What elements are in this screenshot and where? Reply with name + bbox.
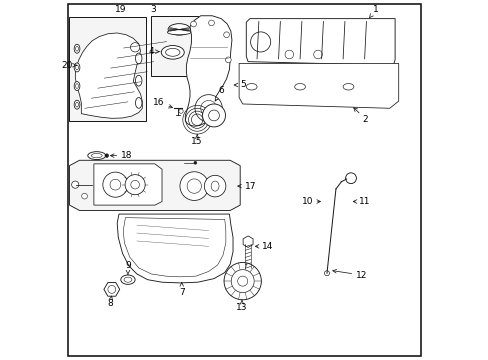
Ellipse shape [76, 46, 78, 51]
Text: 14: 14 [255, 242, 272, 251]
Ellipse shape [76, 65, 78, 70]
Circle shape [345, 173, 356, 184]
Ellipse shape [165, 48, 180, 56]
Circle shape [125, 175, 145, 195]
Circle shape [81, 193, 87, 199]
Ellipse shape [211, 181, 219, 191]
FancyBboxPatch shape [69, 17, 145, 121]
Text: 18: 18 [110, 151, 132, 160]
Ellipse shape [88, 152, 105, 159]
Circle shape [131, 180, 139, 189]
Ellipse shape [121, 275, 135, 284]
Text: 20: 20 [61, 61, 77, 70]
Circle shape [285, 50, 293, 59]
Polygon shape [75, 33, 142, 118]
FancyBboxPatch shape [151, 16, 198, 76]
Circle shape [180, 172, 208, 201]
Text: 10: 10 [301, 197, 320, 206]
Text: 15: 15 [191, 134, 203, 146]
Text: 11: 11 [352, 197, 370, 206]
Circle shape [224, 262, 261, 300]
Ellipse shape [135, 53, 142, 64]
Ellipse shape [294, 84, 305, 90]
Circle shape [72, 181, 79, 188]
Circle shape [231, 270, 254, 293]
Circle shape [250, 32, 270, 52]
Text: 1: 1 [368, 5, 378, 18]
Ellipse shape [246, 84, 257, 90]
Circle shape [223, 32, 229, 38]
Text: 13: 13 [236, 300, 247, 312]
Circle shape [201, 100, 216, 116]
Circle shape [194, 161, 196, 164]
Text: 9: 9 [125, 261, 131, 275]
Text: 5: 5 [234, 81, 245, 90]
Circle shape [208, 20, 214, 26]
Text: 2: 2 [353, 108, 368, 124]
Ellipse shape [74, 44, 80, 53]
Circle shape [190, 21, 196, 27]
Circle shape [105, 154, 108, 157]
Text: 16: 16 [153, 98, 172, 108]
Ellipse shape [167, 30, 191, 35]
Text: 19: 19 [115, 5, 126, 14]
Ellipse shape [76, 84, 78, 88]
Ellipse shape [135, 75, 142, 86]
Circle shape [324, 271, 329, 276]
Polygon shape [246, 19, 394, 65]
Ellipse shape [124, 277, 132, 282]
Circle shape [110, 179, 121, 190]
Circle shape [237, 276, 247, 286]
Circle shape [202, 104, 225, 127]
Text: 12: 12 [332, 270, 366, 279]
Circle shape [187, 179, 201, 193]
Ellipse shape [91, 153, 102, 158]
Ellipse shape [76, 102, 78, 107]
Polygon shape [185, 16, 231, 126]
Text: 4: 4 [148, 47, 159, 56]
Ellipse shape [161, 45, 184, 59]
Circle shape [108, 285, 116, 293]
Circle shape [225, 57, 231, 63]
Ellipse shape [74, 63, 80, 72]
Circle shape [313, 50, 322, 59]
Ellipse shape [74, 100, 80, 109]
Text: 8: 8 [107, 296, 113, 308]
Ellipse shape [135, 98, 142, 108]
Circle shape [208, 110, 219, 121]
Circle shape [130, 42, 140, 52]
Ellipse shape [343, 84, 353, 90]
Circle shape [102, 172, 128, 197]
Text: 3: 3 [150, 5, 156, 14]
Circle shape [179, 109, 183, 113]
Circle shape [204, 175, 225, 197]
Text: 7: 7 [179, 283, 184, 297]
Polygon shape [117, 214, 233, 283]
Text: 17: 17 [237, 181, 256, 190]
Ellipse shape [168, 24, 190, 35]
Polygon shape [239, 63, 398, 108]
Ellipse shape [74, 82, 80, 90]
Polygon shape [69, 160, 240, 211]
Polygon shape [94, 164, 162, 205]
Text: 6: 6 [215, 86, 224, 101]
Circle shape [195, 95, 222, 122]
